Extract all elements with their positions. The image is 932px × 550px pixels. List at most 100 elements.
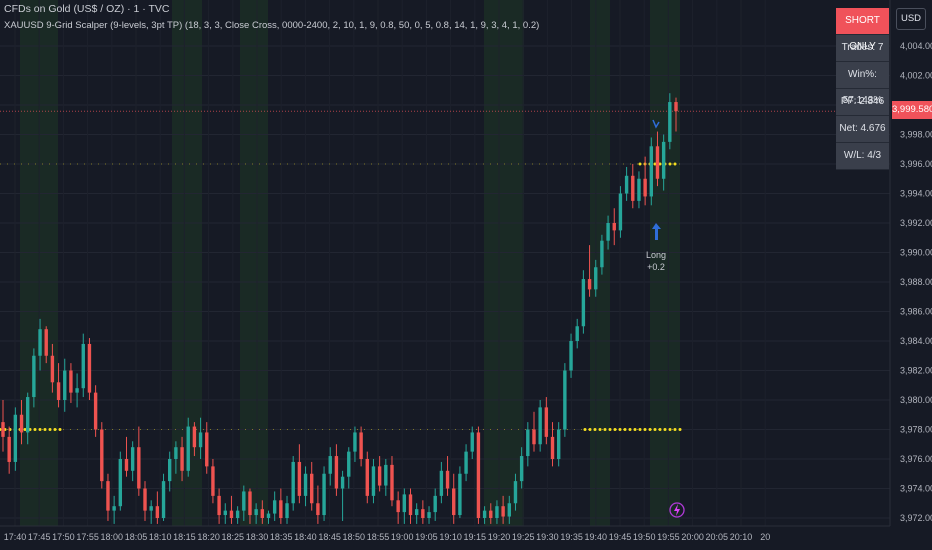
candle[interactable]	[433, 488, 437, 521]
candle[interactable]	[310, 461, 314, 511]
candle[interactable]	[87, 338, 92, 400]
candle[interactable]	[674, 97, 678, 132]
candle[interactable]	[56, 363, 61, 408]
candle[interactable]	[612, 208, 616, 246]
candle[interactable]	[297, 444, 302, 504]
candle[interactable]	[470, 426, 474, 459]
candle[interactable]	[655, 131, 660, 187]
candle[interactable]	[538, 400, 542, 452]
candle[interactable]	[519, 447, 524, 489]
candle[interactable]	[544, 397, 549, 445]
candle[interactable]	[421, 500, 425, 524]
indicator-legend[interactable]: XAUUSD 9-Grid Scalper (9-levels, 3pt TP)…	[4, 20, 540, 31]
candle[interactable]	[458, 466, 462, 518]
candle[interactable]	[285, 495, 289, 524]
candle[interactable]	[229, 495, 234, 524]
candle[interactable]	[452, 473, 456, 524]
candle[interactable]	[402, 488, 407, 524]
lightning-icon[interactable]	[669, 502, 685, 518]
candle[interactable]	[581, 270, 586, 334]
candle[interactable]	[7, 426, 11, 474]
candle[interactable]	[19, 400, 24, 445]
candle[interactable]	[155, 491, 160, 524]
candle[interactable]	[118, 451, 123, 511]
candle[interactable]	[69, 363, 73, 403]
candle[interactable]	[495, 500, 499, 524]
candle[interactable]	[501, 495, 505, 524]
symbol-title[interactable]: CFDs on Gold (US$ / OZ) · 1 · TVC	[4, 3, 170, 15]
candle[interactable]	[661, 134, 666, 191]
candle[interactable]	[347, 447, 351, 489]
candle[interactable]	[618, 186, 623, 238]
candle[interactable]	[143, 481, 147, 521]
currency-button[interactable]: USD	[896, 8, 926, 30]
candle[interactable]	[63, 358, 67, 412]
candle[interactable]	[168, 451, 172, 492]
candle[interactable]	[439, 461, 444, 504]
candle[interactable]	[186, 417, 190, 477]
candle[interactable]	[32, 348, 36, 408]
candle[interactable]	[44, 326, 48, 364]
candle[interactable]	[291, 456, 295, 511]
candle[interactable]	[112, 495, 116, 524]
candle[interactable]	[328, 447, 332, 486]
candle[interactable]	[242, 485, 246, 521]
candle[interactable]	[272, 491, 277, 521]
candle[interactable]	[396, 491, 400, 524]
candle[interactable]	[50, 343, 55, 393]
candle[interactable]	[482, 506, 487, 524]
candle[interactable]	[353, 426, 357, 462]
candle[interactable]	[254, 503, 258, 524]
candle[interactable]	[1, 400, 5, 452]
candle[interactable]	[303, 466, 308, 507]
candle[interactable]	[624, 166, 629, 201]
candle[interactable]	[25, 392, 30, 445]
candle[interactable]	[93, 385, 98, 437]
candle[interactable]	[371, 459, 376, 504]
candle[interactable]	[359, 426, 363, 467]
candle[interactable]	[464, 444, 468, 482]
candle[interactable]	[507, 495, 511, 524]
candle[interactable]	[106, 473, 110, 521]
candle[interactable]	[137, 426, 141, 496]
candle[interactable]	[161, 473, 166, 521]
candle[interactable]	[643, 156, 647, 206]
candle[interactable]	[149, 500, 153, 524]
candle[interactable]	[322, 466, 326, 521]
candle[interactable]	[377, 456, 382, 492]
candle[interactable]	[489, 503, 493, 524]
candle[interactable]	[575, 318, 579, 349]
candle[interactable]	[75, 373, 79, 408]
candle[interactable]	[631, 164, 635, 209]
candle[interactable]	[334, 444, 339, 496]
candle[interactable]	[606, 215, 610, 250]
candle[interactable]	[600, 234, 604, 275]
candle[interactable]	[445, 456, 450, 496]
candle[interactable]	[550, 422, 555, 467]
candle[interactable]	[174, 441, 178, 474]
candle[interactable]	[130, 441, 135, 482]
candle[interactable]	[266, 510, 271, 524]
candle[interactable]	[223, 503, 227, 524]
candle[interactable]	[668, 93, 672, 150]
candle[interactable]	[408, 488, 413, 524]
candle[interactable]	[390, 456, 394, 507]
candle[interactable]	[316, 485, 320, 524]
candle[interactable]	[13, 407, 18, 471]
candle[interactable]	[365, 451, 369, 504]
candle[interactable]	[340, 470, 345, 521]
candle[interactable]	[248, 488, 252, 524]
candle[interactable]	[587, 245, 592, 297]
candle[interactable]	[526, 422, 530, 467]
candle[interactable]	[637, 171, 641, 209]
candle[interactable]	[594, 259, 598, 297]
candle[interactable]	[180, 436, 184, 482]
candle[interactable]	[100, 422, 104, 489]
candle[interactable]	[384, 459, 388, 496]
candle[interactable]	[235, 506, 240, 524]
candle[interactable]	[81, 333, 85, 398]
candle[interactable]	[532, 411, 536, 452]
candle[interactable]	[217, 488, 221, 524]
candle[interactable]	[198, 417, 203, 459]
